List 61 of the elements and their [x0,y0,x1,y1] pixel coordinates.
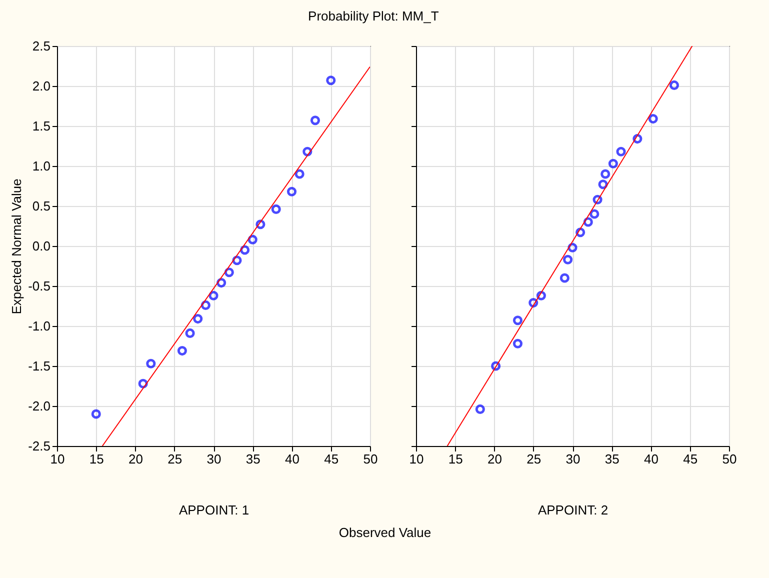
x-tick-label: 10 [50,452,65,466]
x-tick-label: 40 [644,452,658,466]
point [528,298,538,308]
point [648,114,658,124]
point [475,404,485,414]
point [193,314,203,324]
point [512,316,523,326]
x-tick-label: 35 [604,452,620,466]
x-tick-label: 50 [722,452,737,466]
point [294,169,304,179]
point [608,158,618,168]
x-tick-label: 20 [488,452,502,466]
x-tick-label: 20 [128,452,143,466]
point [208,290,218,300]
point [616,146,626,156]
x-tick-label: 25 [168,452,182,466]
point [271,204,281,214]
y-tick-label: 1.5 [32,118,50,134]
point [563,254,573,264]
point [91,409,101,419]
y-tick-label: 1.0 [32,158,50,174]
point [512,338,523,348]
y-tick-label: 0.0 [32,238,50,254]
point [560,273,570,283]
point [491,361,501,371]
text: Observed Value [338,525,432,540]
point [326,76,336,86]
x-axis-title: APPOINT: 1 [178,502,250,518]
point [256,220,266,230]
y-tick-label: 0.5 [32,198,50,214]
y-tick-label: -0.5 [28,278,50,294]
chart-title: Probability Plot: MM_T [308,8,439,24]
point [185,328,195,338]
point [177,346,187,356]
point [286,186,297,196]
y-tick-label: -2.5 [28,438,50,454]
y-axis-title: Expected Normal Value [9,178,24,314]
x-axis-title: APPOINT: 2 [538,502,608,518]
x-tick-label: 45 [324,452,339,466]
y-tick-label: -2.0 [28,398,50,414]
x-tick-label: 40 [285,452,300,466]
x-tick-label: 15 [448,452,463,466]
y-tick-label: -1.0 [28,318,50,334]
point [310,116,320,126]
point [600,169,610,179]
x-tick-label: 10 [409,452,424,466]
x-tick-label: 45 [683,452,698,466]
point [592,194,602,204]
x-tick-label: 25 [526,452,542,466]
x-tick-label: 30 [566,452,580,466]
y-tick-label: 2.0 [32,78,50,94]
y-tick-label: 2.5 [32,38,50,54]
point [146,358,156,368]
x-tick-label: 30 [206,452,222,466]
point [536,290,546,300]
y-tick-label: -1.5 [28,358,50,374]
x-tick-label: 15 [89,452,104,466]
point [669,80,680,90]
point [590,209,600,219]
x-tick-label: 50 [363,452,378,466]
x-tick-label: 35 [246,452,260,466]
